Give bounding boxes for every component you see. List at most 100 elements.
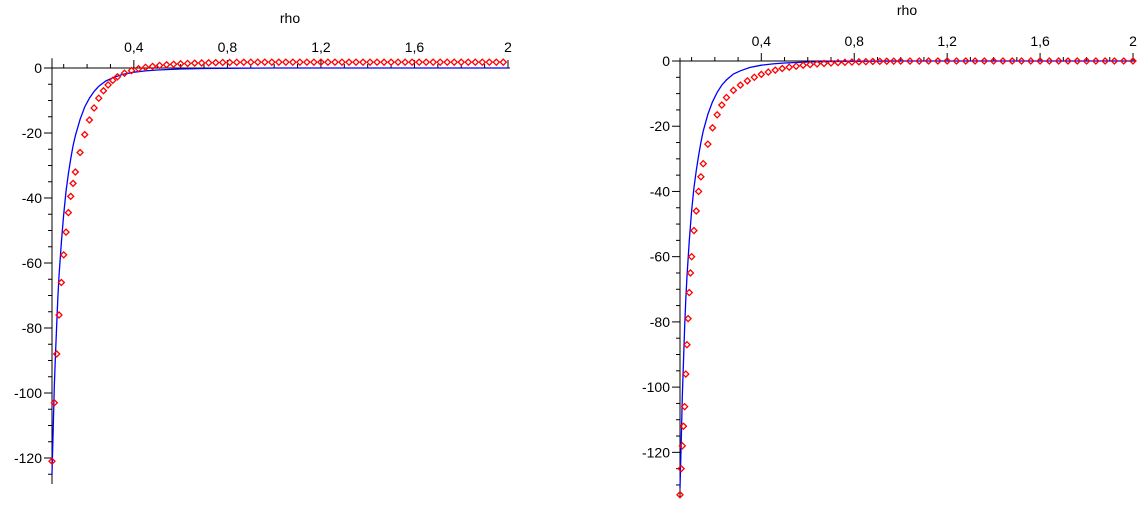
data-point: [239, 58, 248, 67]
data-point: [743, 76, 752, 85]
data-point: [757, 70, 766, 79]
data-point: [683, 340, 691, 349]
data-point: [686, 269, 695, 277]
x-tick-label: 1,2: [311, 39, 331, 55]
data-point: [232, 58, 241, 67]
data-point: [685, 288, 694, 297]
data-point: [875, 57, 884, 66]
data-point: [94, 94, 103, 103]
data-point: [485, 58, 494, 67]
data-point: [464, 58, 473, 67]
data-point: [218, 58, 227, 67]
data-point: [694, 187, 703, 196]
data-point: [499, 58, 508, 67]
data-point: [1091, 57, 1100, 65]
y-tick-label: -20: [22, 125, 42, 141]
data-point: [302, 58, 311, 67]
data-point: [69, 179, 77, 188]
data-point: [169, 60, 178, 69]
data-point: [1129, 57, 1137, 65]
data-point: [317, 58, 325, 67]
data-point: [785, 63, 794, 72]
data-point: [108, 76, 117, 85]
data-point: [792, 62, 801, 71]
data-point: [679, 422, 688, 431]
data-point: [1036, 57, 1044, 65]
data-point: [906, 57, 914, 65]
x-tick-label: 0,8: [218, 39, 238, 55]
data-point: [429, 58, 438, 67]
curve-line: [679, 60, 1133, 489]
data-point: [971, 57, 979, 65]
data-point: [692, 207, 701, 215]
x-tick-label: 2: [504, 39, 512, 55]
data-point: [324, 58, 332, 67]
data-point: [827, 59, 835, 67]
x-axis-title: rho: [280, 10, 300, 26]
data-point: [48, 457, 56, 466]
y-tick-label: -40: [22, 190, 42, 206]
y-tick-label: 0: [662, 53, 670, 69]
data-point: [492, 58, 501, 67]
data-point: [1026, 57, 1035, 65]
data-point: [771, 66, 780, 75]
data-point: [1064, 57, 1072, 65]
data-point: [267, 58, 276, 67]
data-point: [57, 278, 66, 287]
data-point: [943, 57, 952, 65]
data-point: [457, 58, 466, 67]
x-axis-title: rho: [897, 2, 917, 18]
data-point: [338, 58, 346, 67]
data-point: [59, 250, 68, 259]
data-point: [260, 58, 269, 67]
data-point: [961, 57, 970, 65]
y-tick-label: -80: [650, 314, 670, 330]
data-point: [678, 441, 687, 450]
data-point: [281, 58, 290, 67]
y-tick-label: -60: [650, 249, 670, 265]
data-point: [861, 57, 870, 66]
data-point: [155, 61, 164, 70]
data-point: [274, 58, 283, 67]
data-point: [76, 148, 84, 157]
x-tick-label: 1,2: [937, 33, 957, 49]
data-point: [478, 58, 487, 67]
data-point: [687, 252, 696, 261]
data-point: [422, 58, 431, 67]
x-tick-label: 2: [1129, 33, 1137, 49]
data-point: [225, 58, 234, 67]
data-point: [85, 116, 94, 124]
data-point: [50, 398, 59, 407]
data-point: [443, 58, 452, 67]
data-point: [345, 58, 353, 67]
data-point: [708, 123, 717, 132]
data-point: [676, 490, 684, 499]
data-point: [847, 58, 856, 66]
data-point: [1073, 57, 1082, 65]
data-point: [211, 58, 220, 67]
y-tick-label: -40: [650, 183, 670, 199]
data-point: [373, 58, 381, 67]
data-point: [1054, 57, 1063, 65]
data-point: [253, 58, 262, 67]
data-point: [288, 58, 297, 67]
data-point: [1008, 57, 1017, 65]
data-point: [183, 59, 192, 68]
data-point: [933, 57, 942, 65]
data-point: [690, 226, 698, 235]
data-point: [52, 350, 61, 358]
data-point: [717, 101, 726, 109]
x-tick-label: 0,4: [752, 33, 772, 49]
data-point: [62, 228, 70, 237]
data-point: [806, 60, 815, 69]
data-point: [696, 172, 705, 181]
data-point: [854, 57, 863, 66]
data-point: [120, 69, 129, 78]
data-point: [722, 93, 731, 102]
data-point: [680, 402, 689, 411]
y-tick-label: -80: [22, 320, 42, 336]
data-point: [197, 59, 206, 67]
data-point: [127, 66, 136, 75]
data-point: [471, 58, 480, 67]
